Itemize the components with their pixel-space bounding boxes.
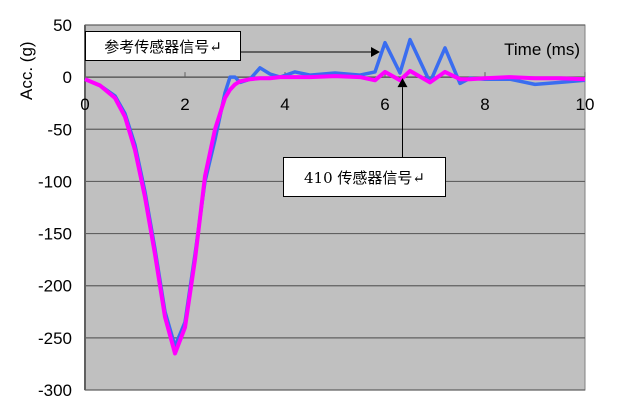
arrowhead	[397, 78, 408, 88]
y-tick-label: -200	[38, 277, 72, 296]
y-tick-label: -300	[38, 381, 72, 400]
x-tick-label: 4	[280, 95, 289, 114]
y-tick-label: 0	[63, 68, 72, 87]
annotation-reference-sensor: 参考传感器信号↵	[85, 31, 241, 61]
x-tick-label: 0	[80, 95, 89, 114]
x-tick-label: 2	[180, 95, 189, 114]
y-tick-label: 50	[53, 16, 72, 35]
x-axis-label: Time (ms)	[504, 40, 580, 59]
y-tick-label: -250	[38, 329, 72, 348]
x-tick-label: 8	[480, 95, 489, 114]
y-tick-label: -50	[47, 120, 72, 139]
y-tick-label: -100	[38, 172, 72, 191]
y-axis-label: Acc. (g)	[17, 41, 36, 100]
x-tick-label: 10	[576, 95, 595, 114]
arrowhead	[371, 47, 380, 57]
x-tick-label: 6	[380, 95, 389, 114]
y-tick-label: -150	[38, 225, 72, 244]
series-410-sensor-line	[84, 68, 586, 356]
annotation-410-sensor: 410 传感器信号↵	[283, 157, 446, 197]
